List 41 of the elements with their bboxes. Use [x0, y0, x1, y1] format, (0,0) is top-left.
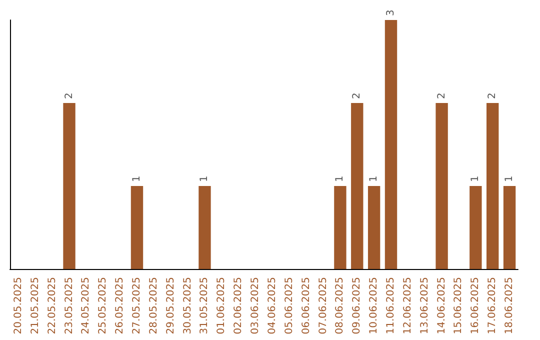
- x-tick-label: 10.06.2025: [368, 277, 380, 334]
- x-tick-label: 11.06.2025: [386, 277, 396, 334]
- x-tick-label: 08.06.2025: [334, 277, 346, 334]
- data-label: 1: [334, 176, 346, 182]
- x-tick-label: 25.05.2025: [98, 277, 109, 334]
- x-tick-label: 07.06.2025: [318, 277, 329, 334]
- x-tick-label: 26.05.2025: [114, 277, 126, 334]
- x-tick-label: 21.05.2025: [30, 277, 41, 334]
- x-tick-label: 31.05.2025: [199, 277, 210, 334]
- x-tick-label: 04.06.2025: [266, 277, 278, 334]
- x-tick-label: 01.06.2025: [216, 277, 228, 334]
- x-tick-label: 09.06.2025: [352, 277, 363, 334]
- x-tick-label: 18.06.2025: [504, 277, 516, 334]
- data-label: 2: [487, 92, 498, 99]
- x-tick-label: 05.06.2025: [284, 277, 295, 334]
- data-label: 2: [352, 92, 363, 99]
- x-tick-label: 12.06.2025: [402, 277, 414, 334]
- x-tick-label: 17.06.2025: [487, 277, 498, 334]
- x-tick-label: 15.06.2025: [453, 277, 464, 334]
- x-tick-label: 27.05.2025: [132, 277, 142, 334]
- x-tick-label: 23.05.2025: [64, 277, 75, 334]
- x-tick-label: 13.06.2025: [419, 277, 430, 334]
- x-tick-label: 30.05.2025: [182, 277, 194, 334]
- data-label: 1: [504, 176, 516, 182]
- x-tick-label: 22.05.2025: [46, 277, 58, 334]
- data-label: 2: [64, 92, 75, 99]
- data-label: 1: [368, 176, 380, 182]
- x-tick-label: 03.06.2025: [250, 277, 262, 334]
- x-tick-label: 14.06.2025: [436, 277, 448, 334]
- x-tick-label: 28.05.2025: [148, 277, 160, 334]
- x-tick-label: 24.05.2025: [80, 277, 92, 334]
- x-tick-label: 29.05.2025: [165, 277, 176, 334]
- data-label: 1: [199, 176, 210, 182]
- data-label: 1: [470, 176, 482, 182]
- data-label: 2: [436, 92, 448, 99]
- x-tick-label: 02.06.2025: [233, 277, 244, 334]
- data-label: 3: [386, 10, 396, 16]
- x-tick-label: 16.06.2025: [470, 277, 482, 334]
- x-tick-label: 06.06.2025: [300, 277, 312, 334]
- x-tick-label: 20.05.2025: [12, 277, 24, 334]
- data-label: 1: [132, 176, 142, 182]
